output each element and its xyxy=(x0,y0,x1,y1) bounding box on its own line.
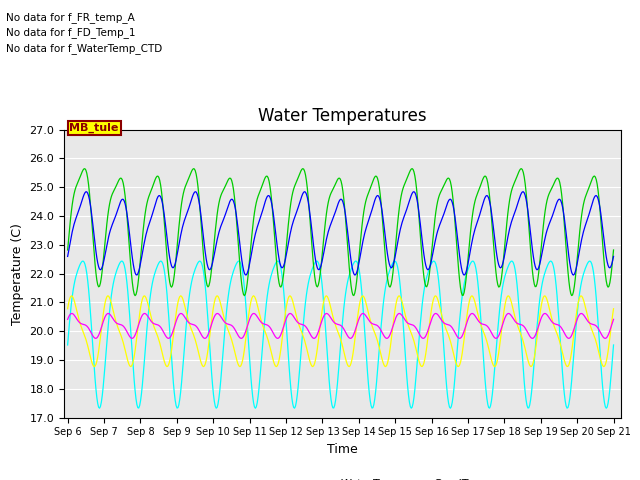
FR_temp_B xyxy=(476,212,483,218)
FR_temp_C xyxy=(477,183,484,189)
FR_temp_B xyxy=(64,253,72,259)
Line: WaterT: WaterT xyxy=(68,296,614,367)
MDTemp_A xyxy=(477,311,484,317)
WaterT xyxy=(236,364,244,370)
WaterT xyxy=(430,295,438,300)
WaterT xyxy=(64,306,72,312)
Line: MDTemp_A: MDTemp_A xyxy=(68,261,614,408)
FR_temp_B xyxy=(312,257,319,263)
WaterT xyxy=(161,358,168,364)
X-axis label: Time: Time xyxy=(327,443,358,456)
FR_temp_C xyxy=(312,279,319,285)
MDTemp_A xyxy=(204,317,212,323)
CondTemp xyxy=(311,336,319,341)
CondTemp xyxy=(64,316,72,322)
FR_temp_B xyxy=(161,212,168,217)
WaterT xyxy=(477,321,484,326)
MDTemp_A xyxy=(387,266,394,272)
CondTemp xyxy=(529,336,536,341)
FR_temp_B xyxy=(610,253,618,259)
WaterT xyxy=(312,352,320,358)
FR_temp_C xyxy=(387,284,394,290)
Text: No data for f_FR_temp_A: No data for f_FR_temp_A xyxy=(6,12,135,23)
WaterT xyxy=(213,293,221,299)
Line: FR_temp_B: FR_temp_B xyxy=(68,192,614,275)
FR_temp_B xyxy=(301,189,308,194)
FR_temp_C xyxy=(241,293,248,299)
MDTemp_A xyxy=(430,258,438,264)
MDTemp_A xyxy=(252,405,259,411)
FR_temp_C xyxy=(161,218,168,224)
FR_temp_B xyxy=(387,264,394,270)
FR_temp_B xyxy=(570,272,577,278)
CondTemp xyxy=(476,319,483,325)
FR_temp_B xyxy=(429,249,437,255)
MDTemp_A xyxy=(610,342,618,348)
CondTemp xyxy=(161,331,168,336)
WaterT xyxy=(387,337,395,343)
Text: No data for f_WaterTemp_CTD: No data for f_WaterTemp_CTD xyxy=(6,43,163,54)
Text: MB_tule: MB_tule xyxy=(70,123,119,133)
FR_temp_C xyxy=(204,284,212,290)
Y-axis label: Temperature (C): Temperature (C) xyxy=(11,223,24,324)
FR_temp_C xyxy=(64,247,72,253)
CondTemp xyxy=(429,313,437,319)
Text: No data for f_FD_Temp_1: No data for f_FD_Temp_1 xyxy=(6,27,136,38)
FR_temp_C xyxy=(430,225,438,230)
MDTemp_A xyxy=(312,259,319,265)
MDTemp_A xyxy=(161,267,168,273)
MDTemp_A xyxy=(391,258,399,264)
CondTemp xyxy=(204,332,212,337)
FR_temp_C xyxy=(610,247,618,253)
CondTemp xyxy=(387,331,394,337)
Line: CondTemp: CondTemp xyxy=(68,313,614,338)
WaterT xyxy=(204,347,212,353)
MDTemp_A xyxy=(64,342,72,348)
Title: Water Temperatures: Water Temperatures xyxy=(258,107,427,125)
WaterT xyxy=(610,306,618,312)
CondTemp xyxy=(359,311,367,316)
Legend: FR_temp_B, FR_temp_C, WaterT, CondTemp, MDTemp_A: FR_temp_B, FR_temp_C, WaterT, CondTemp, … xyxy=(74,475,611,480)
FR_temp_B xyxy=(204,264,212,270)
FR_temp_C xyxy=(408,166,416,171)
Line: FR_temp_C: FR_temp_C xyxy=(68,168,614,296)
CondTemp xyxy=(610,316,618,322)
